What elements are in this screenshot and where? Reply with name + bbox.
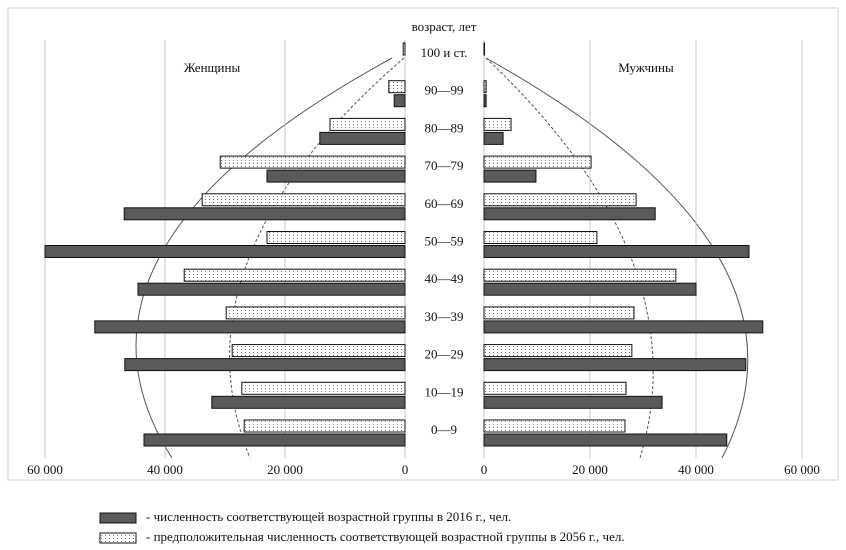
chart-title: возраст, лет [412,19,477,34]
category-label: 60—69 [425,196,464,211]
x-tick-label: 0 [481,462,488,477]
category-label: 20—29 [425,347,464,362]
bar [483,245,750,258]
bar [483,268,677,282]
bar [266,231,406,244]
bar [402,42,406,56]
legend-label: - численность соответствующей возрастной… [146,509,511,524]
category-label: 100 и ст. [421,45,468,60]
bar [183,268,406,282]
panel-label: Женщины [184,60,241,75]
x-tick-label: 40 000 [678,462,714,477]
bar [124,358,406,372]
bar [483,231,598,244]
bar [243,419,406,433]
panel-label: Мужчины [618,60,674,75]
bar [483,117,512,131]
category-label: 40—49 [425,271,464,286]
bar [44,245,406,258]
bar [483,344,633,358]
bar [266,169,406,183]
bar [483,320,764,334]
bar [483,381,627,395]
bar [483,42,486,56]
bar [219,155,406,169]
x-tick-label: 60 000 [784,462,820,477]
category-label: 10—19 [425,384,464,399]
x-tick-label: 0 [402,462,409,477]
bar [225,306,406,320]
bar [483,306,635,320]
bar [393,94,406,108]
legend-swatch [99,532,137,544]
bar [483,80,487,94]
bar [483,282,697,296]
bar [483,169,537,183]
category-label: 70—79 [425,158,464,173]
bar [201,193,406,207]
bar [483,193,637,207]
category-label: 30—39 [425,309,464,324]
category-label: 50—59 [425,233,464,248]
female-curve-dashed [229,57,405,459]
category-label: 0—9 [431,422,457,437]
x-tick-label: 20 000 [572,462,608,477]
frame [7,7,839,481]
bar [231,344,406,358]
bar [483,94,487,108]
bar [483,358,747,372]
bar [241,381,406,395]
bar [388,80,406,94]
bar [483,395,663,409]
bar [123,207,406,221]
bar [319,131,406,145]
bar [483,131,504,145]
bar [483,419,626,433]
bar [329,117,406,131]
bar [483,155,592,169]
x-tick-label: 60 000 [27,462,63,477]
bar [483,207,656,221]
bar [211,395,406,409]
category-label: 80—89 [425,120,464,135]
x-tick-label: 40 000 [147,462,183,477]
category-label: 90—99 [425,83,464,98]
bar [137,282,406,296]
bar [143,433,406,447]
legend-swatch [99,512,137,524]
x-tick-label: 20 000 [267,462,303,477]
legend-label: - предположительная численность соответс… [146,529,625,544]
bar [94,320,406,334]
bar [483,433,728,447]
